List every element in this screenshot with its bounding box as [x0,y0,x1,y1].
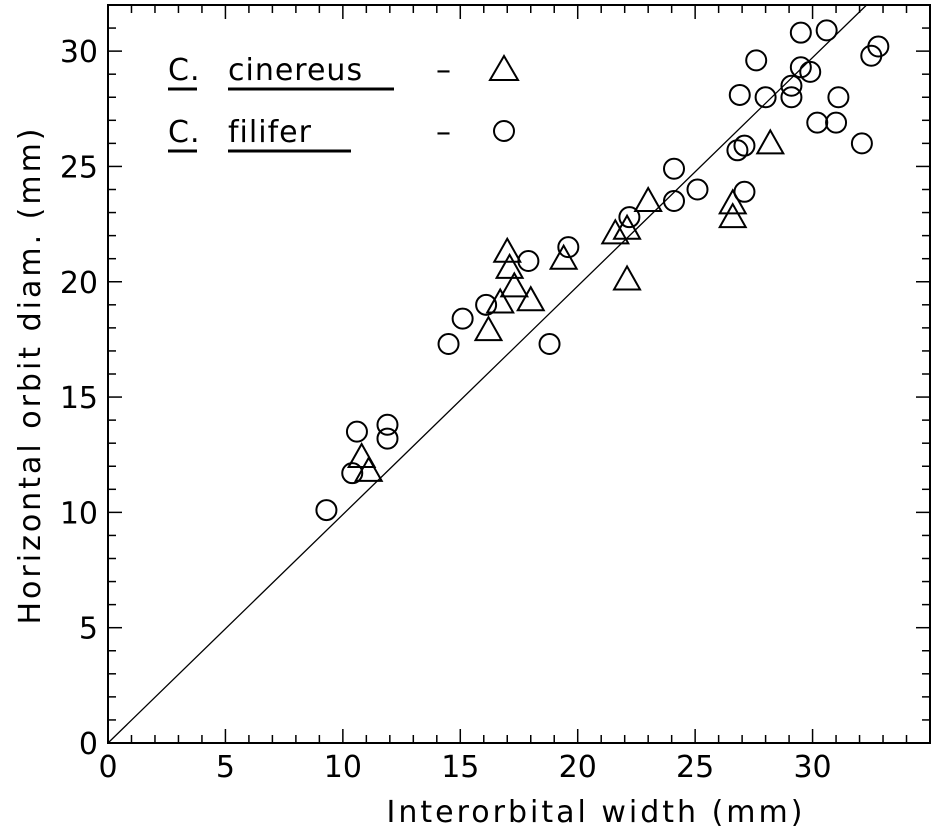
legend: C. cinereus – C. filifer – [168,53,520,153]
cinereus-point [485,287,515,314]
filifer-point [618,206,641,229]
filifer-point [345,420,368,443]
legend-genus-filifer: C. [168,115,200,150]
filifer-point [475,293,498,316]
filifer-point [799,60,822,83]
filifer-point [733,180,756,203]
filifer-point [867,35,890,58]
cinereus-point [633,185,663,213]
cinereus-point [473,315,504,342]
filifer-point [663,190,686,213]
legend-genus-cinereus: C. [168,53,200,88]
x-tick-label: 30 [793,750,831,785]
legend-species-cinereus: cinereus [228,53,363,88]
legend-separator: – [436,115,452,150]
filifer-point [376,413,399,436]
filifer-point [825,111,848,134]
legend-entry-filifer: C. filifer – [168,115,515,153]
legend-circle-marker [493,120,515,142]
filifer-point [341,462,364,485]
filifer-point [745,49,768,72]
filifer-point [315,499,338,522]
filifer-point [686,178,709,201]
y-tick-labels: 0 5 10 15 20 25 30 [60,35,98,762]
filifer-point [663,157,686,180]
filifer-point [557,236,580,259]
filifer-point [827,86,850,109]
filifer-point [728,83,751,106]
filifer-point [451,307,474,330]
filifer-point [780,74,803,97]
filifer-point [726,139,749,162]
cinereus-point [600,218,631,245]
filifer-point [789,21,812,44]
reference-line [107,4,868,744]
cinereus-point [516,285,546,312]
cinereus-point [499,271,530,298]
y-tick-label: 20 [60,266,98,301]
cinereus-point [718,202,748,229]
x-tick-labels: 0 5 10 15 20 25 30 [98,750,831,785]
filifer-point [376,427,399,450]
legend-species-filifer: filifer [228,115,312,150]
filifer-point [437,333,460,356]
x-tick-label: 20 [559,750,597,785]
x-tick-label: 25 [676,750,714,785]
filifer-point [850,132,873,155]
x-tick-label: 10 [324,750,362,785]
y-tick-label: 10 [60,496,98,531]
plot-frame [107,4,931,744]
legend-separator: – [436,53,452,88]
cinereus-point [612,264,642,291]
cinereus-point [353,455,384,482]
legend-triangle-marker [488,54,520,81]
y-tick-label: 30 [60,35,98,70]
cinereus-point [755,128,786,155]
filifer-point [754,86,777,109]
x-tick-label: 0 [98,750,117,785]
filifer-point [815,19,838,42]
y-tick-label: 25 [60,150,98,185]
data-points [315,19,890,522]
cinereus-point [718,188,748,215]
x-tick-label: 5 [216,750,235,785]
y-tick-label: 0 [79,727,98,762]
y-tick-label: 15 [60,381,98,416]
cinereus-point [494,252,525,279]
cinereus-point [492,236,522,263]
filifer-point [733,134,756,157]
filifer-point [780,86,803,109]
y-axis-title: Horizontal orbit diam. (mm) [13,126,48,625]
x-axis-title: Interorbital width (mm) [387,795,806,830]
legend-entry-cinereus: C. cinereus – [168,53,520,91]
filifer-point [538,333,561,356]
cinereus-point [346,441,377,469]
filifer-point [517,249,540,272]
filifer-point [806,111,829,134]
x-tick-label: 15 [441,750,479,785]
y-tick-label: 5 [79,612,98,647]
